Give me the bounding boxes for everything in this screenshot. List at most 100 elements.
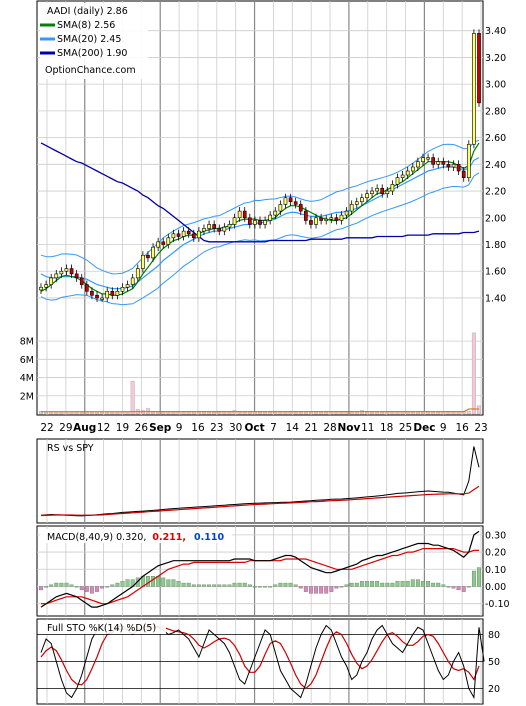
volume-y-tick: 6M [20, 355, 34, 366]
candle-body [247, 217, 252, 225]
candle-body [191, 233, 196, 239]
stochastic-title: Full STO %K(14) %D(5) [47, 623, 156, 634]
x-axis-label: Dec [413, 422, 435, 434]
macd-histogram-bar [349, 582, 354, 587]
macd-histogram-bar [151, 576, 155, 587]
macd-histogram-bar [212, 584, 217, 587]
candle-body [64, 268, 69, 272]
candle-body [451, 164, 456, 168]
macd-histogram-bar [146, 576, 150, 587]
macd-histogram-bar [125, 579, 130, 587]
macd-y-tick: 0.30 [485, 530, 506, 541]
macd-histogram-bar [461, 586, 466, 592]
candle-body [69, 268, 74, 275]
x-axis-label: 26 [135, 422, 149, 434]
candle-body [263, 220, 267, 225]
x-axis-label: 22 [40, 422, 53, 434]
candlesticks [39, 29, 481, 302]
stochastic-y-tick: 50 [488, 657, 500, 668]
x-axis-label: 12 [97, 422, 110, 434]
price-y-tick: 2.40 [485, 160, 506, 171]
macd-histogram-bar [237, 582, 242, 587]
macd-histogram-bar [59, 582, 64, 587]
macd-histogram-bar [89, 586, 94, 594]
legend-sma8: SMA(8) 2.56 [57, 20, 115, 31]
macd-histogram-bar [314, 586, 318, 594]
macd-histogram-bar [181, 582, 186, 587]
macd-line [40, 530, 480, 608]
legend-sma20: SMA(20) 2.45 [57, 34, 121, 45]
chart-title: AADI (daily) 2.86 [47, 6, 128, 17]
candle-body [90, 290, 94, 296]
macd-histogram-bar [436, 582, 441, 587]
volume-bar [44, 411, 49, 415]
macd-histogram-bar [258, 586, 262, 588]
candle-body [227, 224, 232, 228]
candle-body [44, 284, 48, 288]
candle-body [222, 226, 227, 232]
candle-body [472, 33, 476, 145]
macd-histogram-bar [191, 584, 196, 587]
candle-body [370, 190, 374, 195]
candle-body [288, 197, 293, 203]
macd-histogram-bar [334, 586, 339, 589]
candle-body [237, 210, 242, 219]
candle-body [416, 161, 420, 168]
volume-y-tick: 2M [20, 391, 34, 402]
macd-histogram-bar [207, 584, 212, 587]
volume-bar [49, 411, 54, 415]
macd-histogram-bar [105, 586, 110, 588]
x-axis-label: 28 [323, 422, 336, 434]
volume-bar [64, 411, 69, 415]
candle-body [456, 164, 461, 172]
macd-histogram-bar [365, 581, 369, 587]
candle-body [466, 143, 471, 178]
macd-histogram-bar [421, 581, 425, 587]
candle-body [232, 217, 237, 225]
candle-body [146, 254, 150, 259]
price-volume-frame [36, 0, 484, 416]
macd-histogram-bar [202, 584, 206, 587]
volume-bar [95, 411, 100, 415]
candle-body [79, 277, 84, 285]
candle-body [130, 277, 135, 285]
grid-lines [37, 1, 483, 704]
price-y-tick: 3.20 [485, 53, 506, 64]
macd-histogram-bar [359, 581, 364, 587]
price-y-tick: 1.80 [485, 240, 506, 251]
candle-body [441, 161, 446, 165]
volume-bar [105, 411, 110, 415]
macd-lines [40, 530, 480, 608]
price-y-tick: 1.60 [485, 267, 506, 278]
macd-histogram-bar [466, 586, 471, 588]
volume-bar [110, 411, 115, 415]
candle-body [329, 217, 334, 220]
volume-bar [74, 411, 79, 415]
price-y-tick: 2.20 [485, 187, 506, 198]
price-y-tick: 2.60 [485, 133, 506, 144]
candle-body [273, 210, 278, 216]
macd-histogram-bar [79, 586, 84, 591]
x-axis-label: 23 [210, 422, 223, 434]
candle-body [156, 241, 160, 248]
macd-histogram-bar [308, 586, 313, 594]
rs-average-line [40, 485, 480, 517]
candle-body [135, 268, 140, 279]
x-axis-label: 30 [229, 422, 242, 434]
macd-histogram-bar [303, 586, 308, 592]
candle-body [166, 237, 171, 245]
x-axis-labels: 22 29 Aug 12 19 26 Sep 9 16 23 30 Oct 7 14 21 28 Nov 11 18… [40, 422, 487, 434]
svg-text:MACD(8,40,9) 0.320,0.211,0.110: MACD(8,40,9) 0.320, 0.211, 0.110 [47, 532, 224, 543]
macd-histogram-bar [252, 586, 257, 588]
macd-y-tick: 0.10 [485, 565, 506, 576]
macd-histogram-bar [446, 586, 451, 588]
macd-histogram-bar [395, 581, 400, 587]
candle-body [354, 201, 359, 205]
candle-body [339, 214, 344, 221]
macd-hist-value: 0.110 [194, 532, 224, 543]
candle-body [115, 290, 120, 296]
x-axis-label: 9 [440, 422, 447, 434]
macd-histogram-bar [375, 581, 380, 587]
price-y-tick: 2.80 [485, 106, 506, 117]
